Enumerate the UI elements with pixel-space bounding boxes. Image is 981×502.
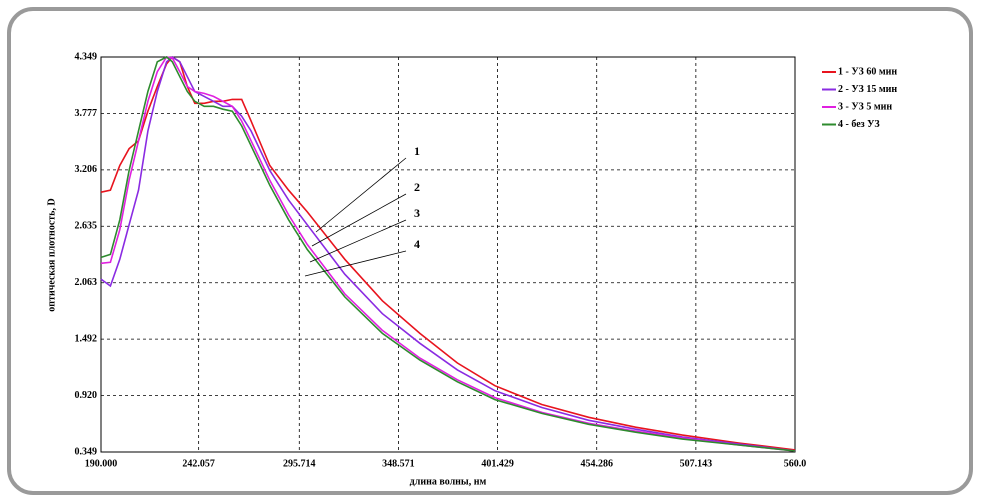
- y-tick-label: 1.492: [75, 333, 98, 344]
- plot-border: [100, 56, 796, 453]
- plot-area: [101, 57, 795, 452]
- x-tick-label: 507.143: [680, 458, 713, 469]
- x-tick-label: 454.286: [580, 458, 613, 469]
- y-tick-label: 4.349: [75, 51, 98, 62]
- series-line: [100, 56, 796, 452]
- y-tick-label: 0.349: [75, 446, 98, 457]
- legend-label: 3 - УЗ 5 мин: [838, 101, 892, 112]
- annotation: 3: [414, 206, 420, 220]
- legend-label: 1 - УЗ 60 мин: [838, 66, 897, 77]
- legend-label: 2 - УЗ 15 мин: [838, 84, 897, 95]
- x-axis-label: длина волны, нм: [410, 476, 487, 487]
- leader-line: [311, 193, 407, 247]
- x-tick-label: 190.000: [85, 458, 118, 469]
- y-tick-label: 3.206: [75, 164, 98, 175]
- x-tick-label: 560.0: [784, 458, 807, 469]
- annotation: 2: [414, 180, 420, 194]
- leader-line: [304, 250, 407, 277]
- annotation: 4: [414, 237, 420, 251]
- y-tick-label: 2.063: [75, 277, 98, 288]
- series-line: [100, 56, 796, 452]
- leader-line: [309, 219, 407, 263]
- annotation: 1: [414, 144, 420, 158]
- y-tick-label: 2.635: [75, 221, 98, 232]
- leader-line: [315, 157, 407, 233]
- x-tick-label: 401.429: [481, 458, 514, 469]
- series-line: [100, 56, 796, 452]
- y-tick-label: 0.920: [75, 390, 98, 401]
- y-axis-label: оптическая плотность, D: [46, 198, 57, 311]
- series-line: [100, 55, 796, 451]
- x-tick-label: 348.571: [382, 458, 415, 469]
- y-tick-label: 3.777: [75, 108, 98, 119]
- x-tick-label: 242.057: [182, 458, 215, 469]
- legend-label: 4 - без УЗ: [838, 119, 880, 130]
- x-tick-label: 295.714: [283, 458, 316, 469]
